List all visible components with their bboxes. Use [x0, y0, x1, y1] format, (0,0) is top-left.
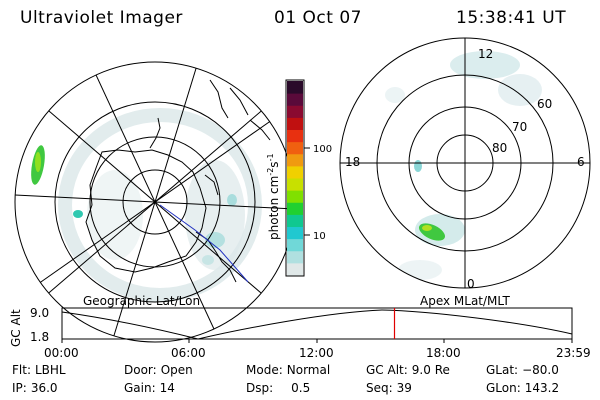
colorbar-segment — [287, 226, 303, 240]
info-ip: IP: 36.0 — [12, 381, 58, 395]
mlt-label-18: 18 — [345, 155, 360, 169]
timeline-frame — [61, 307, 573, 340]
info-gcalt: GC Alt: 9.0 Re — [366, 363, 450, 377]
colorbar-segment — [287, 202, 303, 215]
emission-patch — [73, 210, 83, 218]
colorbar-segment — [287, 141, 303, 155]
colorbar-segment — [287, 117, 303, 131]
emission-patch — [414, 160, 422, 172]
colorbar-segment — [287, 250, 303, 264]
altitude-curve — [61, 309, 573, 340]
colorbar-tick-100: 100 — [313, 144, 332, 155]
colorbar-segment — [287, 214, 303, 228]
magnetic-map-label: Apex MLat/MLT — [420, 294, 510, 308]
colorbar-segment — [287, 105, 303, 118]
timeline-xtick-1200: 12:00 — [299, 346, 334, 360]
colorbar-segment — [287, 129, 303, 143]
timeline-axis-label: GC Alt — [9, 309, 23, 347]
info-filter: Flt: LBHL — [12, 363, 66, 377]
colorbar-segment — [287, 190, 303, 203]
info-mode: Mode: Normal — [246, 363, 331, 377]
colorbar-label: photon cm-2s-1 — [266, 153, 281, 240]
timeline-ytick-bottom: 1.8 — [30, 330, 49, 344]
lat-label-70: 70 — [512, 120, 527, 134]
geographic-map — [14, 61, 296, 343]
timeline-xtick-0600: 06:00 — [171, 346, 206, 360]
antarctica-outline — [85, 149, 207, 273]
colorbar-segment — [287, 81, 303, 94]
mlt-label-0: 0 — [467, 277, 475, 291]
geographic-map-label: Geographic Lat/Lon — [83, 294, 200, 308]
timeline-xtick-0000: 00:00 — [44, 346, 79, 360]
info-glat: GLat: −80.0 — [486, 363, 559, 377]
colorbar-tick-10: 10 — [313, 231, 326, 242]
info-glon: GLon: 143.2 — [486, 381, 560, 395]
time-label: 15:38:41 UT — [456, 8, 567, 28]
colorbar-segment — [287, 165, 303, 179]
timeline-ytick-top: 9.0 — [30, 306, 49, 320]
colorbar-segment — [287, 153, 303, 167]
lat-label-80: 80 — [492, 141, 507, 155]
colorbar-segment — [287, 238, 303, 252]
colorbar: 100 10 photon cm-2s-1 — [266, 79, 332, 277]
timeline-xtick-2359: 23:59 — [556, 346, 591, 360]
date-label: 01 Oct 07 — [274, 8, 362, 28]
timeline-panel: Geographic Lat/Lon Apex MLat/MLT GC Alt … — [9, 294, 591, 360]
mlt-label-6: 6 — [577, 155, 585, 169]
info-dsp: Dsp: 0.5 — [246, 381, 311, 395]
colorbar-segment — [287, 93, 303, 106]
info-seq: Seq: 39 — [366, 381, 412, 395]
mlt-label-12: 12 — [478, 47, 493, 61]
instrument-title: Ultraviolet Imager — [20, 8, 183, 28]
info-gain: Gain: 14 — [124, 381, 175, 395]
track-line — [159, 204, 249, 283]
info-door: Door: Open — [124, 363, 193, 377]
magnetic-map: 12 18 6 0 60 70 80 — [339, 37, 591, 291]
colorbar-segment — [287, 178, 303, 191]
colorbar-segment — [287, 262, 303, 276]
lat-label-60: 60 — [537, 97, 552, 111]
timeline-xtick-1800: 18:00 — [426, 346, 461, 360]
